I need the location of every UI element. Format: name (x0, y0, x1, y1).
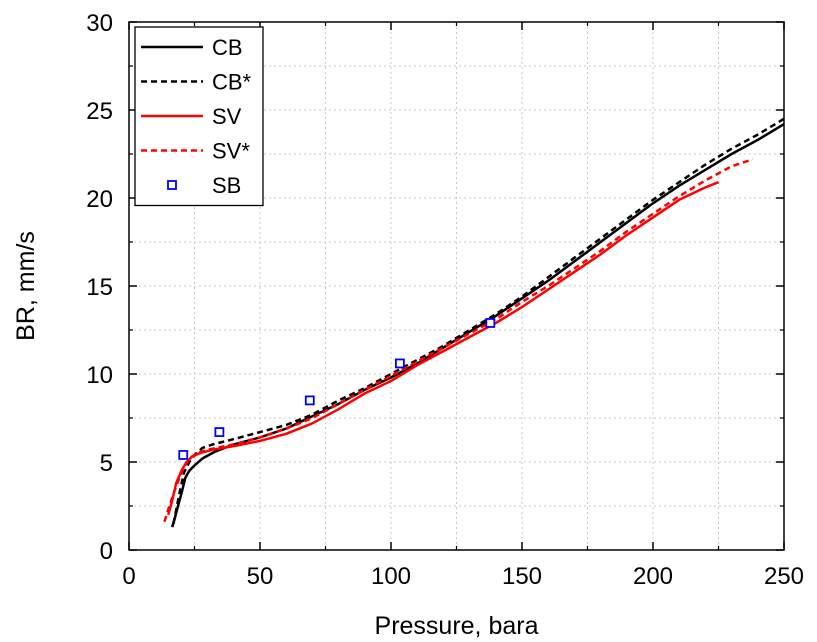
series-sv-line (167, 181, 719, 516)
x-axis-label: Pressure, bara (375, 612, 539, 640)
plot-series (163, 117, 784, 528)
x-tick-label: 50 (247, 563, 274, 590)
legend-label-sb: SB (212, 173, 241, 198)
legend: CB CB* SV SV* SB (134, 26, 264, 207)
y-tick-label: 0 (100, 538, 113, 565)
series-sb-point (178, 450, 189, 460)
legend-label-cb: CB (212, 35, 243, 60)
series-sb-point (214, 427, 225, 437)
legend-label-sv-star: SV* (212, 139, 250, 164)
x-tick-label: 0 (122, 563, 135, 590)
y-tick-label: 25 (86, 98, 113, 125)
x-tick-label: 250 (764, 563, 804, 590)
series-cb-star-line (172, 117, 784, 524)
y-tick-label: 5 (100, 450, 113, 477)
axis-ticks: 0 50 100 150 200 250 0 5 10 15 20 25 30 (86, 10, 804, 590)
y-axis-label: BR, mm/s (12, 231, 40, 341)
legend-label-cb-star: CB* (212, 70, 252, 95)
series-sb-point (395, 358, 405, 369)
y-tick-label: 30 (86, 10, 113, 37)
y-tick-label: 20 (86, 186, 113, 213)
series-sb-point (485, 318, 496, 328)
y-tick-label: 10 (86, 362, 113, 389)
x-tick-label: 150 (502, 563, 542, 590)
series-sb-point (304, 395, 315, 406)
legend-label-sv: SV (212, 104, 242, 129)
series-sv-star-line (163, 158, 753, 523)
series-cb-line (171, 123, 784, 528)
y-tick-label: 15 (86, 274, 113, 301)
legend-swatch-sb (167, 180, 177, 190)
x-tick-label: 200 (633, 563, 673, 590)
x-tick-label: 100 (371, 563, 411, 590)
